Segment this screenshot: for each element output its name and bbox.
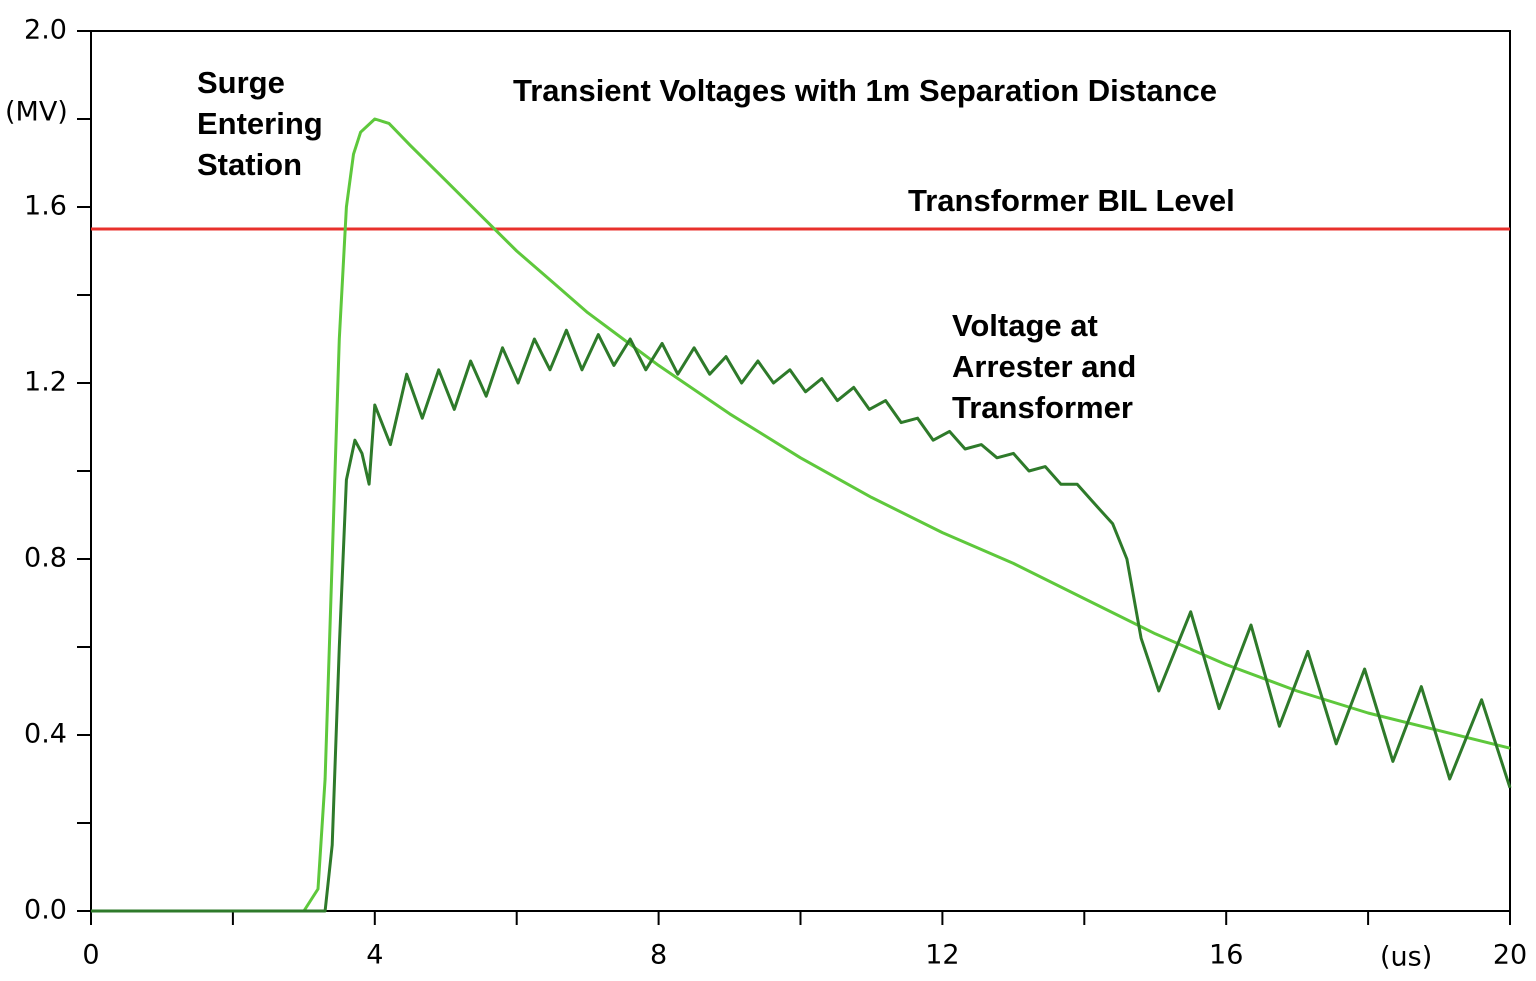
y-tick-label: 1.6 bbox=[24, 191, 67, 222]
y-tick-label: 0.4 bbox=[24, 719, 67, 750]
x-tick-label: 0 bbox=[82, 940, 99, 971]
x-tick-label: 16 bbox=[1209, 940, 1243, 971]
y-tick-label: 0.0 bbox=[24, 895, 67, 926]
y-tick-label: 2.0 bbox=[24, 15, 67, 46]
x-tick-label: 12 bbox=[925, 940, 959, 971]
annotation: Arrester and bbox=[952, 349, 1136, 384]
plot-frame bbox=[90, 30, 1511, 912]
x-tick-label: 4 bbox=[366, 940, 383, 971]
y-axis-label: (MV) bbox=[5, 97, 68, 128]
series-line bbox=[91, 328, 1512, 913]
chart-title: Transient Voltages with 1m Separation Di… bbox=[513, 73, 1217, 108]
annotation: Voltage at bbox=[952, 308, 1098, 343]
annotation: Entering bbox=[197, 106, 323, 141]
annotation: Station bbox=[197, 147, 302, 182]
series-line bbox=[91, 117, 1511, 913]
annotation: Surge bbox=[197, 65, 285, 100]
x-tick-label: 20 bbox=[1493, 940, 1527, 971]
x-tick-label: 8 bbox=[650, 940, 667, 971]
annotation: Transformer bbox=[952, 390, 1133, 425]
y-tick-label: 0.8 bbox=[24, 543, 67, 574]
annotation: Transformer BIL Level bbox=[908, 183, 1235, 218]
y-tick-label: 1.2 bbox=[24, 367, 67, 398]
x-axis-label: (us) bbox=[1380, 942, 1432, 973]
